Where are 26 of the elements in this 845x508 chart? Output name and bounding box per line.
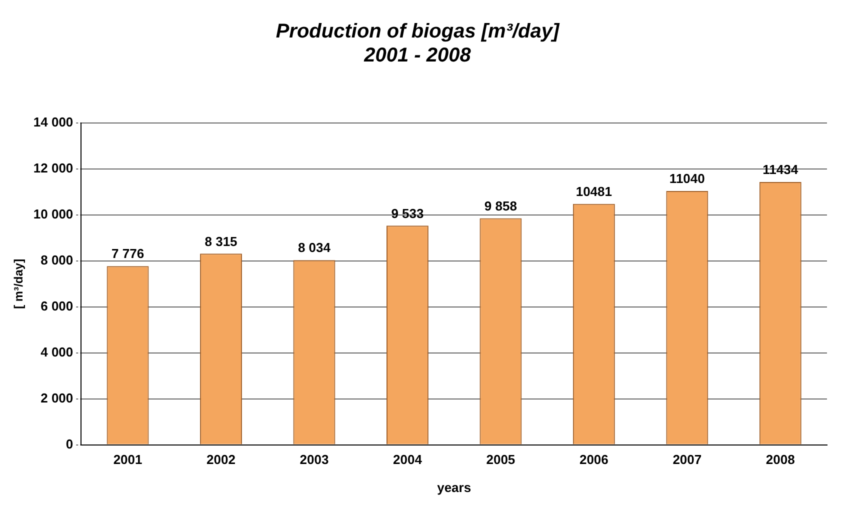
y-tick-label: 4 000 xyxy=(40,344,74,360)
data-label: 10481 xyxy=(576,184,612,199)
data-label: 9 858 xyxy=(484,198,517,214)
x-tick-label: 2001 xyxy=(113,452,142,468)
x-tick-label: 2006 xyxy=(579,452,608,468)
data-label: 8 034 xyxy=(298,240,332,256)
x-axis-title: years xyxy=(437,480,472,495)
y-axis-title: [ m³/day] xyxy=(12,258,26,309)
y-tick-label: 6 000 xyxy=(40,298,74,314)
y-tick-label: 8 000 xyxy=(40,252,74,268)
x-tick-label: 2004 xyxy=(393,452,423,468)
chart-subtitle: 2001 - 2008 xyxy=(363,44,472,67)
y-tick-label: 14 000 xyxy=(33,114,74,130)
y-tick-label: 2 000 xyxy=(40,390,74,406)
x-tick-label: 2005 xyxy=(486,452,516,468)
x-tick-label: 2007 xyxy=(672,452,702,468)
y-tick-label: 12 000 xyxy=(33,160,74,176)
x-tick-label: 2002 xyxy=(206,452,236,468)
x-tick-label: 2008 xyxy=(766,452,795,468)
y-tick-label: 0 xyxy=(66,436,74,452)
x-tick-label: 2003 xyxy=(300,452,329,468)
data-label: 7 776 xyxy=(112,246,144,262)
data-label: 11040 xyxy=(669,171,705,186)
chart-title: Production of biogas [m³/day] xyxy=(276,20,560,43)
data-label: 8 315 xyxy=(204,234,238,249)
y-tick-label: 10 000 xyxy=(33,206,74,222)
